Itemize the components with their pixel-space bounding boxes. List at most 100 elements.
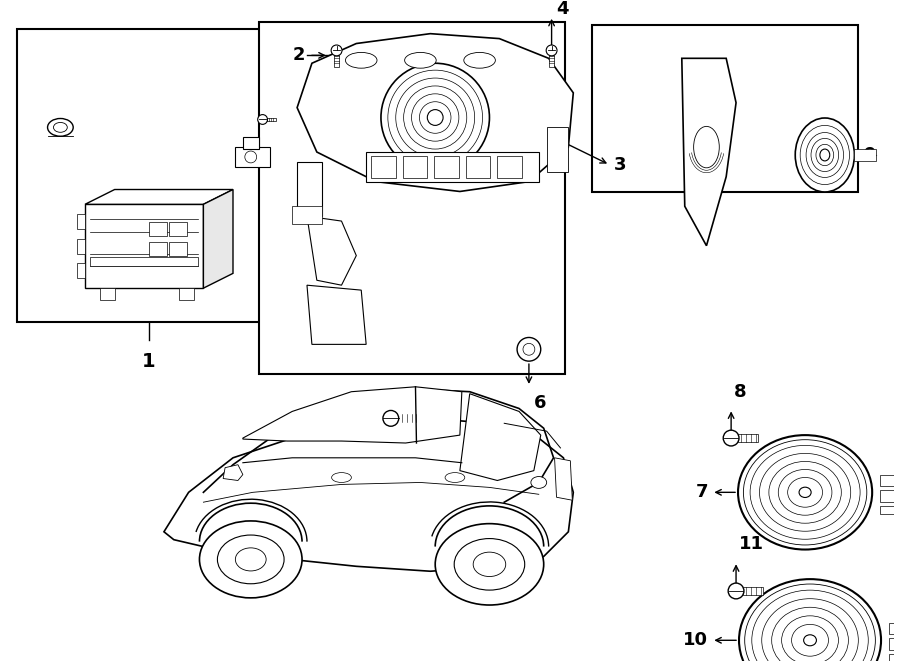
FancyBboxPatch shape xyxy=(880,475,900,486)
Circle shape xyxy=(724,430,739,446)
Bar xyxy=(466,156,490,178)
FancyBboxPatch shape xyxy=(549,56,554,67)
Circle shape xyxy=(388,70,482,165)
Circle shape xyxy=(419,102,451,134)
Ellipse shape xyxy=(738,435,872,549)
FancyBboxPatch shape xyxy=(399,414,420,422)
Bar xyxy=(149,222,166,236)
Ellipse shape xyxy=(436,524,544,605)
Bar xyxy=(243,137,258,149)
Bar xyxy=(169,222,186,236)
Text: 5: 5 xyxy=(447,409,460,428)
Bar xyxy=(100,288,114,300)
Bar xyxy=(592,25,859,192)
Bar xyxy=(366,152,539,182)
Ellipse shape xyxy=(694,126,719,168)
Circle shape xyxy=(331,45,342,56)
Circle shape xyxy=(728,583,744,599)
Text: 10: 10 xyxy=(683,631,708,649)
Polygon shape xyxy=(203,190,233,288)
Text: 7: 7 xyxy=(696,483,708,501)
Circle shape xyxy=(546,45,557,56)
Ellipse shape xyxy=(531,477,546,488)
Text: 11: 11 xyxy=(739,535,764,553)
Bar xyxy=(259,22,565,374)
Ellipse shape xyxy=(53,122,68,132)
Circle shape xyxy=(396,78,474,157)
Ellipse shape xyxy=(200,521,302,598)
Polygon shape xyxy=(243,387,462,443)
Ellipse shape xyxy=(811,138,839,172)
Polygon shape xyxy=(223,465,243,481)
Polygon shape xyxy=(682,58,736,246)
Ellipse shape xyxy=(750,446,860,539)
Text: 4: 4 xyxy=(556,0,569,18)
Ellipse shape xyxy=(800,126,850,184)
Ellipse shape xyxy=(761,599,859,661)
Ellipse shape xyxy=(781,616,839,661)
FancyBboxPatch shape xyxy=(889,654,900,661)
Text: 3: 3 xyxy=(614,156,626,174)
Bar xyxy=(90,256,199,266)
Ellipse shape xyxy=(788,477,823,507)
Ellipse shape xyxy=(346,52,377,68)
Bar xyxy=(235,147,271,167)
FancyBboxPatch shape xyxy=(267,118,276,122)
FancyBboxPatch shape xyxy=(743,587,762,595)
Bar xyxy=(179,288,194,300)
Bar xyxy=(292,206,322,224)
Text: 9: 9 xyxy=(863,146,876,164)
Circle shape xyxy=(411,94,459,141)
Ellipse shape xyxy=(816,144,833,166)
FancyBboxPatch shape xyxy=(738,434,758,442)
Circle shape xyxy=(403,86,467,149)
Circle shape xyxy=(382,410,399,426)
Ellipse shape xyxy=(405,52,436,68)
Ellipse shape xyxy=(744,584,876,661)
Circle shape xyxy=(257,114,267,124)
Circle shape xyxy=(523,343,535,355)
Bar xyxy=(371,156,396,178)
Circle shape xyxy=(428,110,443,126)
Ellipse shape xyxy=(48,118,73,136)
Ellipse shape xyxy=(820,149,830,161)
Bar xyxy=(77,264,85,278)
Ellipse shape xyxy=(331,473,351,483)
Text: 1: 1 xyxy=(142,352,156,371)
Bar xyxy=(149,242,166,256)
Bar xyxy=(546,128,569,172)
Ellipse shape xyxy=(778,469,832,515)
Bar xyxy=(402,156,428,178)
Ellipse shape xyxy=(806,132,843,177)
Circle shape xyxy=(381,63,490,172)
FancyBboxPatch shape xyxy=(335,56,338,67)
Text: 6: 6 xyxy=(534,394,546,412)
Ellipse shape xyxy=(799,487,811,498)
Ellipse shape xyxy=(743,440,867,545)
Bar xyxy=(434,156,459,178)
FancyBboxPatch shape xyxy=(889,639,900,650)
Ellipse shape xyxy=(771,607,849,661)
Polygon shape xyxy=(460,394,541,481)
Polygon shape xyxy=(307,216,356,285)
Bar xyxy=(297,162,322,216)
Ellipse shape xyxy=(769,461,842,524)
Ellipse shape xyxy=(804,635,816,646)
Text: 8: 8 xyxy=(734,383,747,401)
Bar xyxy=(77,239,85,254)
Ellipse shape xyxy=(218,535,284,584)
Ellipse shape xyxy=(464,52,495,68)
Ellipse shape xyxy=(752,590,868,661)
Ellipse shape xyxy=(446,473,464,483)
Ellipse shape xyxy=(473,552,506,576)
Ellipse shape xyxy=(760,453,850,531)
Ellipse shape xyxy=(792,625,829,656)
Ellipse shape xyxy=(454,539,525,590)
Ellipse shape xyxy=(796,118,854,192)
Polygon shape xyxy=(554,458,572,500)
Text: 2: 2 xyxy=(292,46,305,64)
Polygon shape xyxy=(297,34,573,192)
Bar xyxy=(85,204,203,288)
Ellipse shape xyxy=(236,548,266,571)
Bar xyxy=(854,149,876,161)
